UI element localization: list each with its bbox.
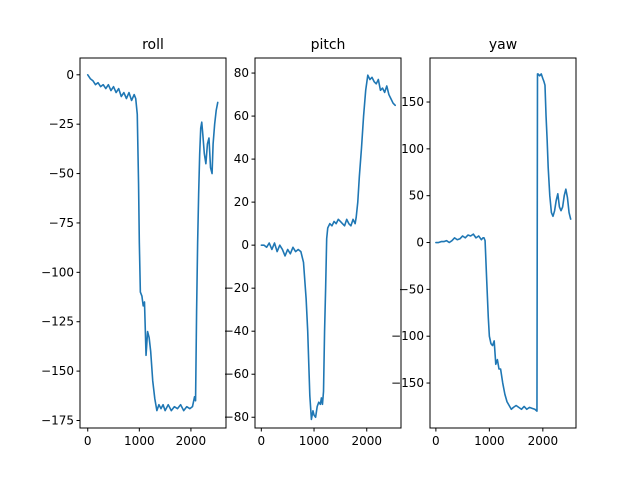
x-tick-label: 1000 [474, 434, 505, 448]
y-tick-label: −175 [41, 413, 74, 427]
y-tick-label: −80 [224, 410, 249, 424]
x-tick-label: 2000 [176, 434, 207, 448]
series-line [260, 74, 396, 421]
x-tick-label: 1000 [299, 434, 330, 448]
y-tick-label: 80 [234, 66, 249, 80]
series-line [435, 73, 572, 412]
y-tick-label: 0 [66, 68, 74, 82]
y-tick-label: 20 [234, 195, 249, 209]
y-tick-label: −150 [391, 376, 424, 390]
y-tick-label: −125 [41, 315, 74, 329]
x-tick-label: 0 [258, 434, 266, 448]
axes-frame [79, 57, 227, 429]
y-tick-label: 0 [416, 236, 424, 250]
x-tick-label: 0 [432, 434, 440, 448]
x-tick-label: 1000 [124, 434, 155, 448]
y-tick-label: 40 [234, 152, 249, 166]
y-tick-label: −50 [49, 167, 74, 181]
series-line [86, 73, 219, 412]
y-tick-label: 0 [241, 238, 249, 252]
subplot-yaw: yaw 150 100 50 0 −50 −100 −150 0 1000 2000 [391, 37, 577, 448]
subplot-title: roll [142, 37, 164, 53]
y-tick-label: −100 [41, 265, 74, 279]
axes-frame [429, 57, 577, 429]
subplot-pitch: pitch 80 60 40 20 0 −20 −40 −60 −80 0 1000 2000 [224, 37, 402, 448]
x-tick-label: 0 [84, 434, 92, 448]
y-tick-label: 60 [234, 109, 249, 123]
x-tick-label: 2000 [351, 434, 382, 448]
subplot-title: pitch [311, 37, 346, 53]
y-tick-label: −60 [224, 367, 249, 381]
y-tick-label: −50 [399, 282, 424, 296]
y-tick-label: −20 [224, 281, 249, 295]
y-tick-label: −75 [49, 216, 74, 230]
subplot-title: yaw [489, 37, 517, 53]
x-tick-label: 2000 [528, 434, 559, 448]
y-tick-label: −150 [41, 364, 74, 378]
y-tick-label: 100 [401, 142, 424, 156]
y-tick-label: −40 [224, 324, 249, 338]
y-tick-label: 50 [409, 189, 424, 203]
y-tick-label: 150 [401, 95, 424, 109]
y-tick-label: −100 [391, 329, 424, 343]
subplot-roll: roll 0 −25 −50 −75 −100 −125 −150 −175 0 1000 200… [41, 37, 227, 448]
axes-frame [254, 57, 402, 429]
y-tick-label: −25 [49, 117, 74, 131]
